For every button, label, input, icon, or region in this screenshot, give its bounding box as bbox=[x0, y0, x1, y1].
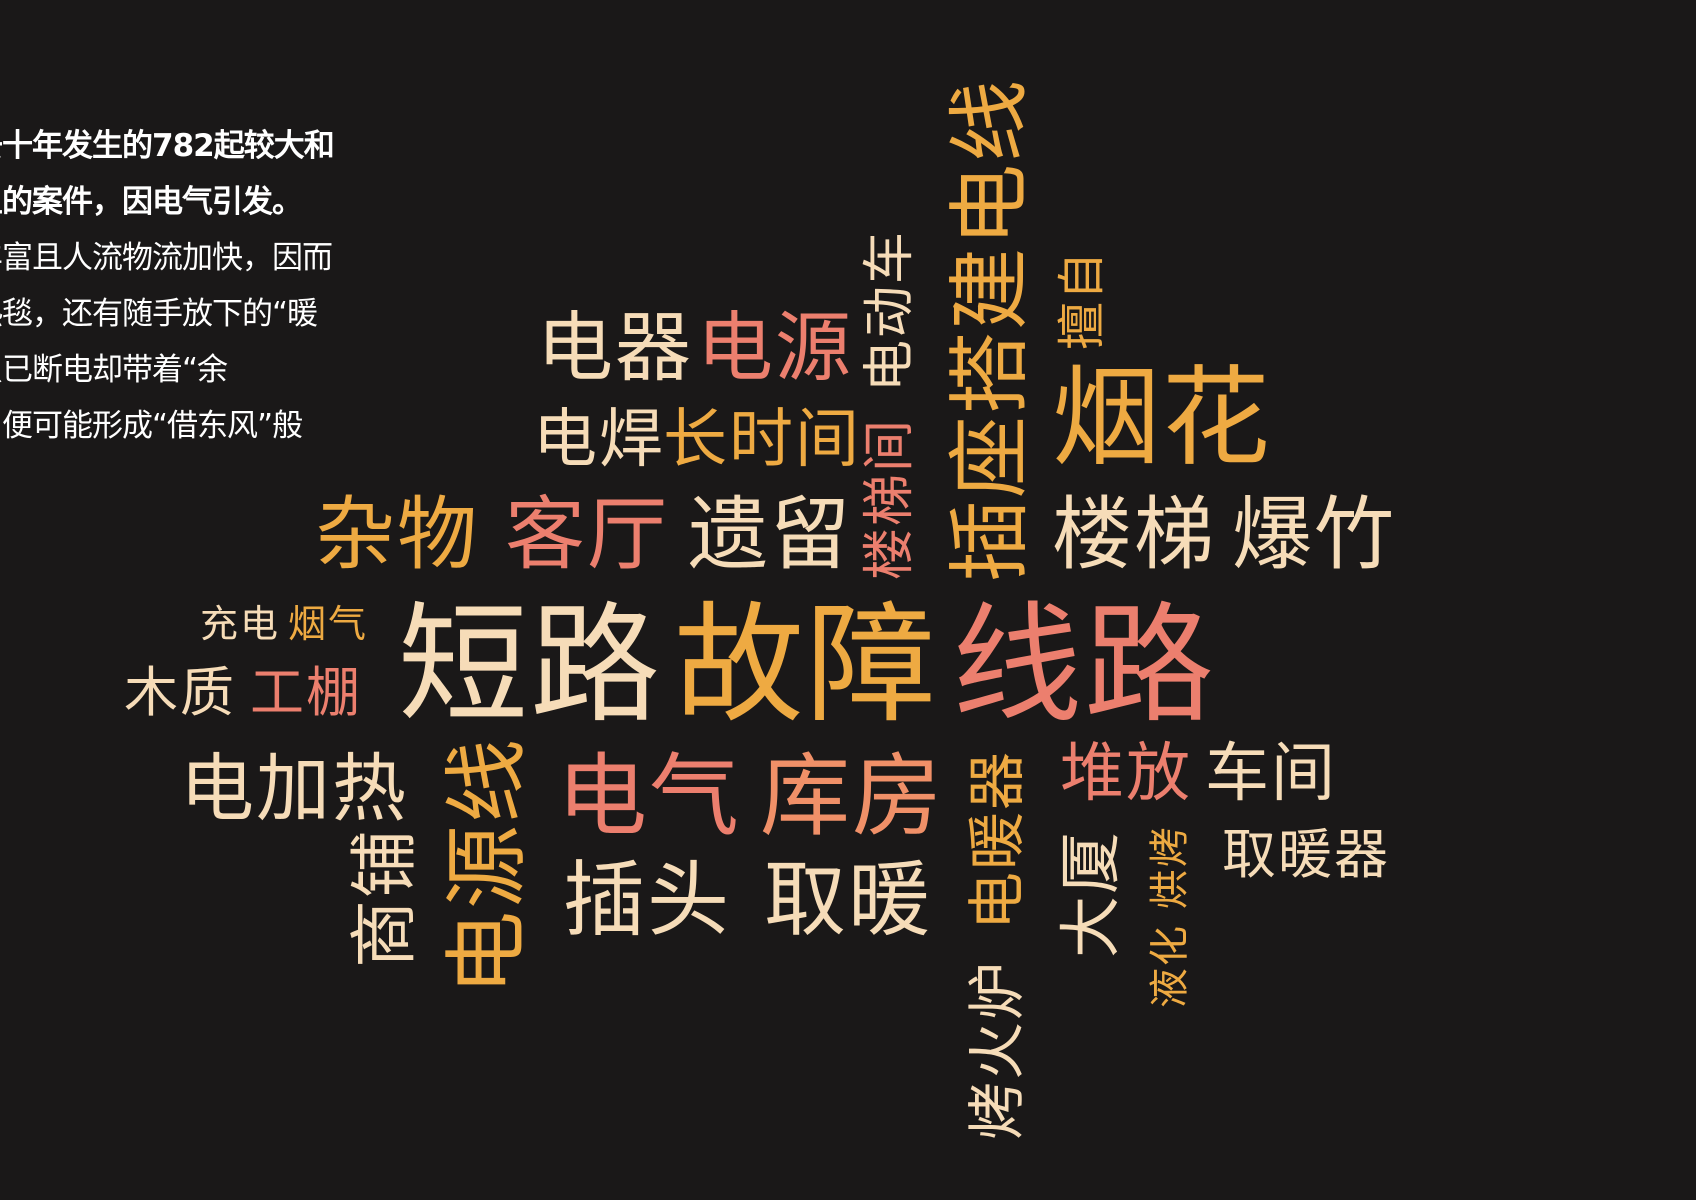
word-qunuan: 取暖 bbox=[764, 853, 933, 948]
intro-line: 虽已断电却带着“余 bbox=[0, 352, 228, 388]
word-kaohuolu: 烤火炉 bbox=[963, 959, 1031, 1140]
word-keting: 客厅 bbox=[505, 488, 669, 581]
intro-line: 上的案件，因电气引发。 bbox=[0, 184, 303, 220]
word-shangpu: 商铺 bbox=[346, 827, 425, 968]
intro-line: 去十年发生的782起较大和 bbox=[0, 128, 335, 164]
word-dianqi: 电气 bbox=[557, 744, 741, 849]
word-duifang: 堆放 bbox=[1060, 737, 1192, 811]
word-chongdian: 充电 bbox=[200, 602, 281, 646]
word-duanlu: 短路 bbox=[398, 589, 663, 741]
intro-line: 热毯，还有随手放下的“暖 bbox=[0, 296, 318, 332]
word-baozhu: 爆竹 bbox=[1232, 488, 1396, 581]
word-shanzi: 擅自 bbox=[1054, 249, 1110, 350]
word-xianlu: 线路 bbox=[952, 589, 1217, 741]
word-chejian: 车间 bbox=[1205, 737, 1337, 811]
word-yanqi: 烟气 bbox=[288, 602, 369, 646]
word-chatou: 插头 bbox=[563, 853, 732, 948]
word-dianhan: 电焊 bbox=[533, 403, 665, 477]
word-yiliu: 遗留 bbox=[688, 488, 852, 581]
word-guzhang: 故障 bbox=[674, 589, 939, 741]
word-qunuanqi: 取暖器 bbox=[1222, 823, 1390, 886]
word-changshijian: 长时间 bbox=[663, 403, 861, 477]
word-yehua-hongkao: 液化 烘烤 bbox=[1147, 825, 1193, 1008]
word-dianjiare: 电加热 bbox=[180, 746, 408, 832]
word-dasha: 大厦 bbox=[1054, 829, 1127, 958]
intro-line: ，便可能形成“借东风”般 bbox=[0, 408, 303, 444]
word-dianyuan: 电源 bbox=[697, 303, 853, 392]
intro-paragraph: 去十年发生的782起较大和 上的案件，因电气引发。 丰富且人流物流加快，因而 热… bbox=[0, 118, 372, 454]
word-muzhi: 木质 bbox=[124, 661, 236, 724]
word-gongpeng: 工棚 bbox=[250, 661, 362, 724]
word-dianqi-appliance: 电器 bbox=[537, 303, 693, 392]
word-loutijian: 楼梯间 bbox=[860, 417, 920, 580]
word-diannuanqi: 电暖器 bbox=[963, 749, 1031, 930]
word-chazuo-dajian-dianxian: 插座搭建电线 bbox=[943, 77, 1038, 582]
word-louti: 楼梯 bbox=[1052, 488, 1216, 581]
word-dianyuanxian: 电源线 bbox=[438, 736, 536, 995]
word-zawu: 杂物 bbox=[315, 488, 479, 581]
word-yanhua: 烟花 bbox=[1052, 356, 1273, 481]
word-diandongche: 电动车 bbox=[860, 229, 920, 392]
intro-line: 丰富且人流物流加快，因而 bbox=[0, 240, 333, 276]
word-kufang: 库房 bbox=[760, 744, 944, 849]
